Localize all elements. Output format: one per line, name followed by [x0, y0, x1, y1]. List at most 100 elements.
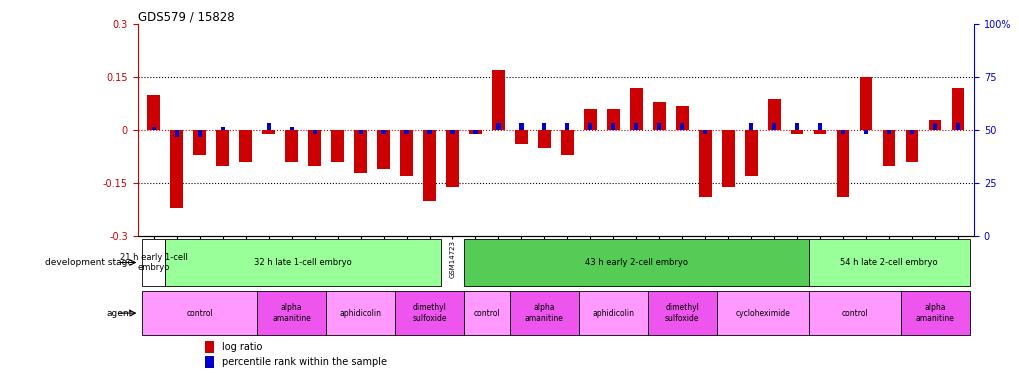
Bar	[510, 291, 579, 335]
Bar	[905, 130, 917, 162]
Bar	[630, 88, 642, 130]
Bar	[951, 88, 963, 130]
Bar	[312, 130, 316, 134]
Text: alpha
amanitine: alpha amanitine	[272, 303, 311, 323]
Bar	[515, 130, 527, 144]
Bar	[464, 291, 510, 335]
Bar	[399, 130, 413, 176]
Text: aphidicolin: aphidicolin	[339, 309, 381, 318]
Bar	[610, 123, 614, 130]
Bar	[165, 239, 440, 286]
Bar	[473, 130, 477, 134]
Bar	[932, 123, 936, 130]
Bar	[817, 123, 821, 130]
Bar	[257, 291, 326, 335]
Bar	[606, 109, 620, 130]
Bar	[900, 291, 968, 335]
Bar	[205, 341, 213, 352]
Bar	[836, 130, 849, 197]
Bar	[744, 130, 757, 176]
Bar	[331, 130, 343, 162]
Bar	[405, 130, 409, 134]
Bar	[841, 130, 845, 134]
Text: development stage: development stage	[45, 258, 132, 267]
Bar	[450, 130, 454, 134]
Bar	[354, 130, 367, 172]
Text: agent: agent	[106, 309, 132, 318]
Bar	[702, 130, 706, 134]
Bar	[634, 123, 638, 130]
Bar	[289, 127, 293, 130]
Bar	[143, 291, 257, 335]
Bar	[358, 130, 363, 134]
Bar	[721, 130, 734, 187]
Text: 43 h early 2-cell embryo: 43 h early 2-cell embryo	[584, 258, 687, 267]
Bar	[445, 130, 459, 187]
Bar	[716, 291, 808, 335]
Bar	[680, 123, 684, 130]
Bar	[795, 123, 799, 130]
Bar	[560, 130, 573, 155]
Bar	[464, 239, 808, 286]
Bar	[808, 291, 900, 335]
Bar	[205, 356, 213, 368]
Bar	[148, 95, 160, 130]
Text: log ratio: log ratio	[222, 342, 262, 352]
Bar	[308, 130, 321, 166]
Bar	[519, 123, 523, 130]
Text: 21 h early 1-cell
embryo: 21 h early 1-cell embryo	[119, 253, 187, 272]
Text: percentile rank within the sample: percentile rank within the sample	[222, 357, 386, 367]
Bar	[656, 123, 660, 130]
Bar	[377, 130, 389, 169]
Text: 54 h late 2-cell embryo: 54 h late 2-cell embryo	[840, 258, 937, 267]
Text: dimethyl
sulfoxide: dimethyl sulfoxide	[412, 303, 446, 323]
Text: GDS579 / 15828: GDS579 / 15828	[138, 10, 234, 23]
Bar	[496, 123, 500, 130]
Bar	[427, 130, 431, 134]
Bar	[909, 130, 913, 134]
Bar	[676, 106, 688, 130]
Bar	[652, 102, 665, 130]
Text: control: control	[186, 309, 213, 318]
Text: 32 h late 1-cell embryo: 32 h late 1-cell embryo	[254, 258, 352, 267]
Bar	[239, 130, 252, 162]
Bar	[394, 291, 464, 335]
Bar	[152, 127, 156, 130]
Text: alpha
amanitine: alpha amanitine	[525, 303, 564, 323]
Bar	[565, 123, 569, 130]
Bar	[813, 130, 825, 134]
Text: control: control	[841, 309, 867, 318]
Bar	[881, 130, 895, 166]
Bar	[928, 120, 941, 130]
Bar	[262, 130, 275, 134]
Bar	[216, 130, 229, 166]
Bar	[170, 130, 182, 208]
Bar	[647, 291, 716, 335]
Bar	[469, 130, 481, 134]
Text: control: control	[473, 309, 500, 318]
Bar	[859, 77, 871, 130]
Bar	[266, 123, 270, 130]
Bar	[698, 130, 711, 197]
Text: aphidicolin: aphidicolin	[592, 309, 634, 318]
Bar	[767, 99, 780, 130]
Bar	[588, 123, 592, 130]
Bar	[174, 130, 178, 137]
Text: dimethyl
sulfoxide: dimethyl sulfoxide	[664, 303, 699, 323]
Bar	[198, 130, 202, 137]
Bar	[542, 123, 546, 130]
Bar	[748, 123, 753, 130]
Bar	[584, 109, 596, 130]
Bar	[326, 291, 394, 335]
Bar	[955, 123, 959, 130]
Bar	[887, 130, 891, 134]
Bar	[863, 130, 867, 134]
Bar	[194, 130, 206, 155]
Bar	[220, 127, 224, 130]
Bar	[808, 239, 968, 286]
Bar	[579, 291, 647, 335]
Text: alpha
amanitine: alpha amanitine	[915, 303, 954, 323]
Bar	[285, 130, 298, 162]
Text: cycloheximide: cycloheximide	[735, 309, 790, 318]
Bar	[381, 130, 385, 134]
